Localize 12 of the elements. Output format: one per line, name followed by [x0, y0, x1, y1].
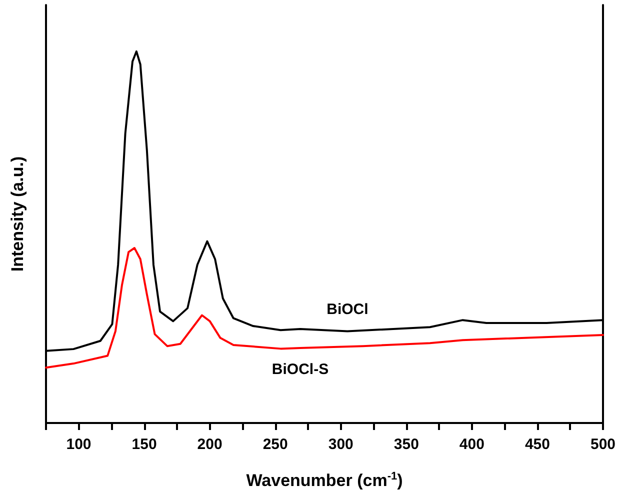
series-label: BiOCl-S	[272, 360, 329, 378]
x-tick-label: 400	[459, 436, 484, 453]
x-tick-label: 500	[590, 436, 616, 453]
x-tick-label: 450	[524, 436, 550, 453]
x-tick-label: 200	[197, 436, 222, 453]
x-tick-label: 150	[132, 436, 157, 453]
series-label: BiOCl	[326, 301, 368, 318]
x-tick-label: 300	[328, 436, 354, 453]
y-axis-title: Intensity (a.u.)	[8, 156, 27, 272]
x-tick-label: 100	[66, 436, 92, 453]
x-tick-label: 350	[394, 436, 419, 453]
x-tick-label: 250	[262, 436, 288, 453]
